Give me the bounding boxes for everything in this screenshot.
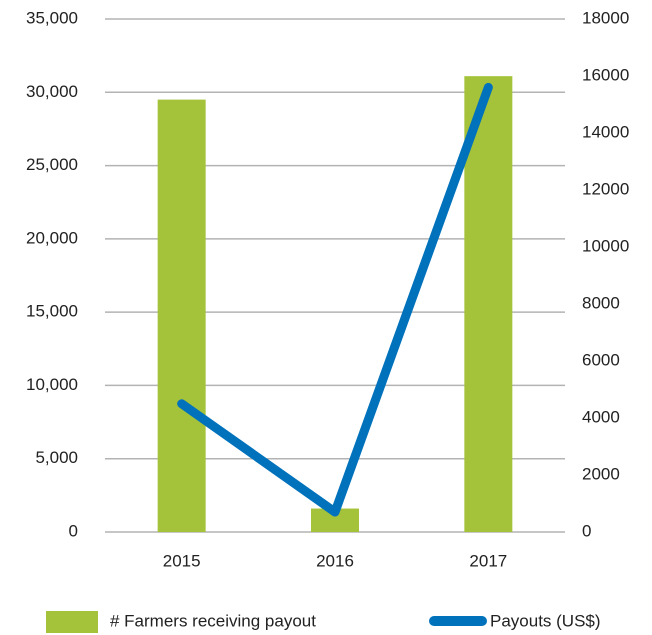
y2-tick-label: 16000 xyxy=(582,65,629,84)
line xyxy=(177,82,493,517)
bar xyxy=(464,76,513,533)
y-tick-label: 35,000 xyxy=(26,8,78,27)
bar xyxy=(157,99,206,532)
y2-tick-label: 4000 xyxy=(582,407,620,426)
x-tick-label: 2015 xyxy=(163,551,201,570)
y2-tick-label: 14000 xyxy=(582,122,629,141)
y-tick-label: 25,000 xyxy=(26,155,78,174)
y-tick-label: 20,000 xyxy=(26,228,78,247)
y2-tick-label: 10000 xyxy=(582,236,629,255)
y2-tick-label: 8000 xyxy=(582,293,620,312)
y2-tick-label: 6000 xyxy=(582,350,620,369)
y2-tick-label: 0 xyxy=(582,521,591,540)
legend-label: Payouts (US$) xyxy=(490,611,601,630)
legend-swatch xyxy=(46,611,98,633)
y-tick-label: 30,000 xyxy=(26,82,78,101)
y2-tick-label: 12000 xyxy=(582,179,629,198)
legend-label: # Farmers receiving payout xyxy=(110,611,316,630)
y-tick-label: 0 xyxy=(69,521,78,540)
x-tick-label: 2017 xyxy=(469,551,507,570)
x-tick-label: 2016 xyxy=(316,551,354,570)
y2-tick-label: 18000 xyxy=(582,8,629,27)
y-tick-label: 15,000 xyxy=(26,302,78,321)
y-tick-label: 10,000 xyxy=(26,375,78,394)
bar xyxy=(311,508,359,532)
y-tick-label: 5,000 xyxy=(35,448,78,467)
y2-tick-label: 2000 xyxy=(582,464,620,483)
